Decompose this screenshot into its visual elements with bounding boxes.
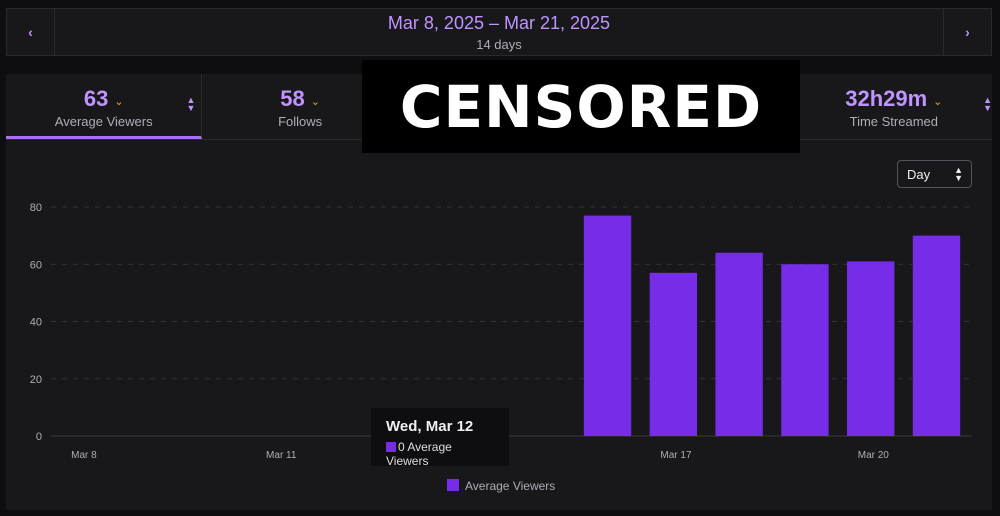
- bar: [649, 272, 698, 436]
- bar: [847, 261, 895, 436]
- tab-follows[interactable]: 58 ⌄ Follows: [202, 74, 399, 139]
- bar: [781, 264, 829, 436]
- tooltip-swatch: [386, 442, 396, 452]
- y-tick-label: 20: [30, 374, 42, 386]
- date-range-text: Mar 8, 2025 – Mar 21, 2025: [387, 13, 611, 33]
- select-arrows-icon: ▲ ▼: [954, 165, 963, 183]
- tab-value: 58: [280, 86, 305, 111]
- chevron-down-icon: ⌄: [310, 96, 320, 109]
- tab-average-viewers[interactable]: 63 ⌄ Average Viewers ▲ ▼: [6, 74, 203, 139]
- tab-label: Time Streamed: [849, 114, 938, 129]
- tooltip-title: Wed, Mar 12: [386, 418, 474, 435]
- date-range-bar: ‹ Mar 8, 2025 – Mar 21, 2025 14 days ›: [6, 8, 992, 56]
- granularity-select[interactable]: Day ▲ ▼: [897, 160, 972, 188]
- chart-legend[interactable]: Average Viewers: [447, 479, 555, 493]
- tab-value: 63: [83, 86, 109, 111]
- y-tick-label: 0: [36, 431, 42, 443]
- x-tick-label: Mar 17: [660, 450, 692, 461]
- chevron-down-icon: ⌄: [933, 96, 943, 109]
- y-tick-label: 60: [30, 259, 42, 271]
- y-tick-label: 40: [30, 317, 42, 329]
- sort-icon[interactable]: ▲ ▼: [983, 95, 993, 113]
- x-tick-label: Mar 11: [266, 450, 297, 461]
- tab-value: 32h29m: [845, 86, 928, 111]
- bar: [715, 252, 763, 436]
- chevron-down-icon: ⌄: [114, 96, 124, 109]
- x-tick-label: Mar 20: [858, 450, 890, 461]
- duration-text: 14 days: [476, 37, 522, 52]
- bar: [583, 215, 632, 436]
- tab-time-streamed[interactable]: 32h29m ⌄ Time Streamed ▲ ▼: [796, 74, 992, 139]
- granularity-value: Day: [907, 167, 931, 182]
- bar: [912, 235, 961, 436]
- chevron-right-icon[interactable]: ›: [943, 9, 991, 55]
- legend-swatch: [447, 479, 459, 491]
- chevron-left-icon[interactable]: ‹: [7, 9, 55, 55]
- date-range[interactable]: Mar 8, 2025 – Mar 21, 2025 14 days: [55, 9, 943, 55]
- tab-label: Follows: [278, 114, 323, 129]
- sort-icon[interactable]: ▲ ▼: [186, 95, 196, 113]
- tooltip-value: 0 Average Viewers: [386, 440, 452, 468]
- chart-tooltip: Wed, Mar 12 0 Average Viewers: [371, 408, 509, 468]
- tab-label: Average Viewers: [54, 114, 153, 129]
- legend-label: Average Viewers: [465, 479, 556, 493]
- censored-overlay: CENSORED: [362, 60, 800, 153]
- x-tick-label: Mar 8: [71, 450, 97, 461]
- y-tick-label: 80: [30, 202, 42, 214]
